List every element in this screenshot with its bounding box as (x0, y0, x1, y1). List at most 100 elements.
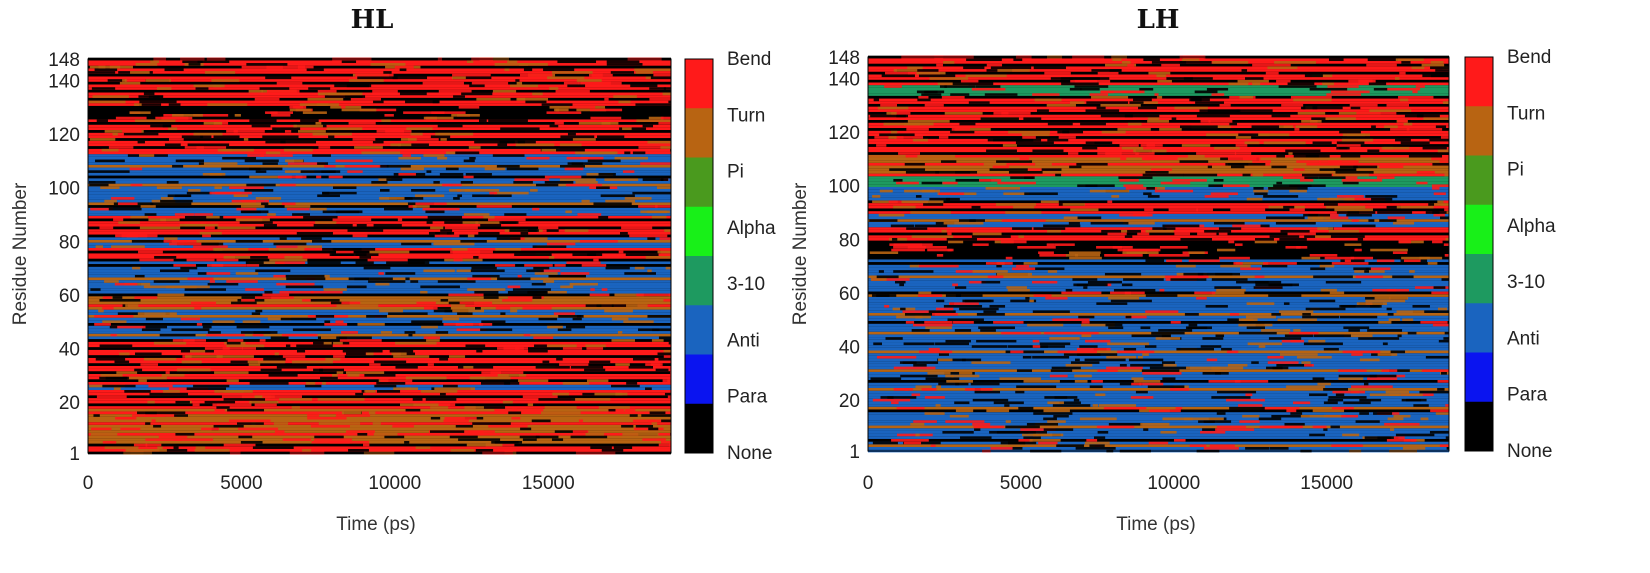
heatmap-speckle (611, 339, 635, 342)
heatmap-speckle (1301, 173, 1332, 177)
heatmap-speckle (918, 95, 929, 99)
heatmap-speckle (516, 81, 523, 85)
heatmap-speckle (971, 345, 1008, 348)
heatmap-speckle (246, 264, 260, 267)
heatmap-speckle (168, 127, 178, 131)
heatmap-speckle (576, 79, 602, 82)
heatmap-speckle (323, 341, 332, 345)
heatmap-speckle (267, 213, 276, 216)
heatmap-speckle (528, 349, 548, 353)
heatmap-speckle (426, 221, 433, 224)
heatmap-speckle (383, 71, 392, 74)
heatmap-speckle (898, 152, 921, 155)
heatmap-speckle (925, 377, 960, 380)
heatmap-speckle (906, 227, 928, 230)
heatmap-speckle (1015, 141, 1054, 145)
heatmap-speckle (1213, 221, 1245, 225)
heatmap-speckle (522, 306, 552, 310)
heatmap-speckle (893, 69, 918, 72)
heatmap-speckle (997, 181, 1036, 185)
heatmap-speckle (469, 156, 476, 160)
heatmap-speckle (134, 274, 145, 278)
heatmap-speckle (1332, 173, 1369, 177)
heatmap-speckle (1080, 122, 1106, 126)
heatmap-speckle (1358, 337, 1400, 340)
heatmap-speckle (909, 264, 920, 268)
heatmap-speckle (652, 328, 671, 332)
heatmap-speckle (954, 128, 991, 131)
heatmap-speckle (1340, 154, 1361, 158)
heatmap-speckle (636, 119, 671, 122)
heatmap-speckle (1292, 401, 1311, 405)
heatmap-speckle (438, 132, 451, 136)
heatmap-speckle (578, 81, 611, 85)
heatmap-speckle (188, 368, 211, 372)
heatmap-speckle (326, 127, 363, 131)
heatmap-speckle (653, 73, 671, 77)
heatmap-speckle (264, 290, 273, 294)
heatmap-speckle (1147, 119, 1169, 123)
heatmap-speckle (188, 188, 201, 192)
heatmap-speckle (216, 403, 252, 407)
heatmap-speckle (420, 290, 428, 294)
heatmap-speckle (176, 368, 189, 372)
heatmap-speckle (300, 119, 319, 122)
heatmap-speckle (1121, 283, 1133, 287)
heatmap-speckle (475, 406, 506, 409)
heatmap-speckle (287, 162, 326, 165)
heatmap-speckle (562, 381, 590, 385)
heatmap-speckle (276, 282, 315, 286)
heatmap-speckle (268, 373, 298, 377)
heatmap-speckle (1440, 136, 1449, 139)
heatmap-speckle (174, 414, 188, 417)
heatmap-speckle (145, 422, 151, 425)
heatmap-speckle (1279, 353, 1318, 356)
heatmap-speckle (1445, 237, 1449, 241)
heatmap-speckle (322, 381, 327, 385)
heatmap-speckle (1381, 146, 1410, 150)
heatmap-speckle (1216, 412, 1226, 415)
heatmap-speckle (276, 365, 307, 369)
heatmap-speckle (1245, 315, 1276, 319)
heatmap-speckle (600, 194, 635, 198)
heatmap-speckle (359, 256, 372, 259)
heatmap-speckle (252, 446, 294, 449)
heatmap-speckle (1173, 438, 1186, 442)
heatmap-speckle (514, 178, 550, 181)
heatmap-speckle (335, 320, 344, 324)
heatmap-speckle (985, 262, 1013, 265)
heatmap-speckle (423, 116, 454, 120)
heatmap-speckle (1001, 111, 1031, 115)
heatmap-speckle (1339, 304, 1380, 308)
heatmap-speckle (1253, 186, 1264, 190)
heatmap-band (88, 84, 671, 88)
heatmap-band (88, 296, 671, 299)
heatmap-band (868, 350, 1449, 354)
heatmap-speckle (110, 197, 135, 200)
heatmap-speckle (117, 312, 145, 315)
heatmap-speckle (1317, 227, 1334, 230)
heatmap-speckle (284, 130, 292, 133)
heatmap-speckle (324, 320, 331, 324)
heatmap-speckle (1403, 122, 1413, 126)
heatmap-speckle (876, 275, 899, 279)
heatmap-speckle (1308, 339, 1326, 343)
heatmap-speckle (548, 256, 555, 259)
heatmap-speckle (910, 211, 951, 214)
heatmap-speckle (456, 323, 484, 326)
heatmap-speckle (1268, 186, 1308, 190)
heatmap-speckle (102, 296, 112, 299)
heatmap-speckle (349, 79, 384, 82)
heatmap-speckle (478, 119, 487, 122)
heatmap-speckle (558, 314, 582, 318)
heatmap-speckle (274, 352, 279, 356)
heatmap-speckle (88, 170, 130, 173)
colorbar-label: None (727, 443, 772, 464)
heatmap-band (88, 411, 671, 415)
heatmap-speckle (1440, 216, 1449, 220)
heatmap-speckle (1411, 66, 1425, 70)
heatmap-speckle (399, 92, 427, 96)
heatmap-speckle (1336, 211, 1376, 214)
